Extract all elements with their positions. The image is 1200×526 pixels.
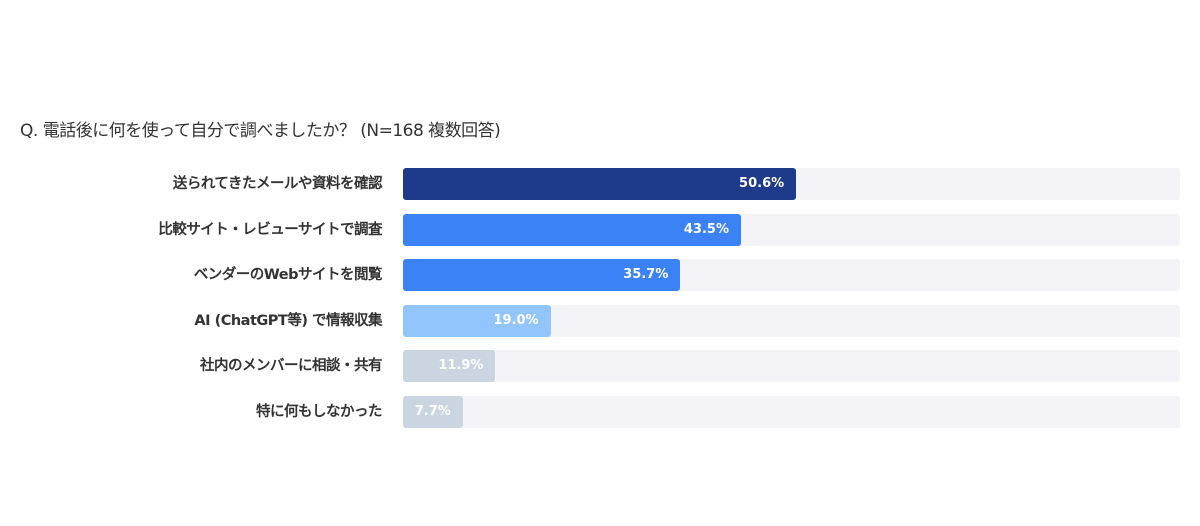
bar: 35.7%: [403, 259, 681, 291]
value-label: 50.6%: [739, 176, 785, 191]
bar: 19.0%: [403, 304, 551, 337]
bar: 7.7%: [403, 395, 463, 428]
value-label: 7.7%: [414, 403, 451, 419]
bar-row: 送られてきたメールや資料を確認 50.6%: [0, 168, 1200, 200]
value-label: 35.7%: [623, 267, 669, 282]
category-label: 送られてきたメールや資料を確認: [172, 176, 383, 192]
bar-row: 比較サイト・レビューサイトで調査 43.5%: [0, 213, 1200, 246]
bar-track: 19.0%: [403, 304, 1180, 337]
bar-row: ベンダーのWebサイトを閲覧 35.7%: [0, 259, 1200, 291]
value-label: 43.5%: [683, 221, 729, 237]
bar: 43.5%: [403, 213, 741, 246]
bar-track: 50.6%: [403, 168, 1180, 200]
bar-track: 35.7%: [403, 259, 1180, 291]
bar: 50.6%: [403, 168, 797, 200]
category-label: AI (ChatGPT等) で情報収集: [194, 312, 382, 329]
bar-track: 7.7%: [403, 395, 1180, 428]
value-label: 19.0%: [493, 312, 539, 328]
bar-track: 43.5%: [403, 213, 1180, 246]
chart-title: Q. 電話後に何を使って自分で調べましたか？ (N=168 複数回答): [20, 121, 501, 141]
category-label: ベンダーのWebサイトを閲覧: [193, 267, 383, 283]
category-label: 社内のメンバーに相談・共有: [200, 358, 383, 374]
bar-row: 特に何もしなかった 7.7%: [0, 395, 1200, 428]
bar-row: AI (ChatGPT等) で情報収集 19.0%: [0, 304, 1200, 337]
bar-row: 社内のメンバーに相談・共有 11.9%: [0, 350, 1200, 382]
category-label: 比較サイト・レビューサイトで調査: [158, 221, 382, 238]
value-label: 11.9%: [438, 358, 484, 373]
category-label: 特に何もしなかった: [256, 403, 383, 420]
bar: 11.9%: [403, 350, 496, 382]
bar-track: 11.9%: [403, 350, 1180, 382]
